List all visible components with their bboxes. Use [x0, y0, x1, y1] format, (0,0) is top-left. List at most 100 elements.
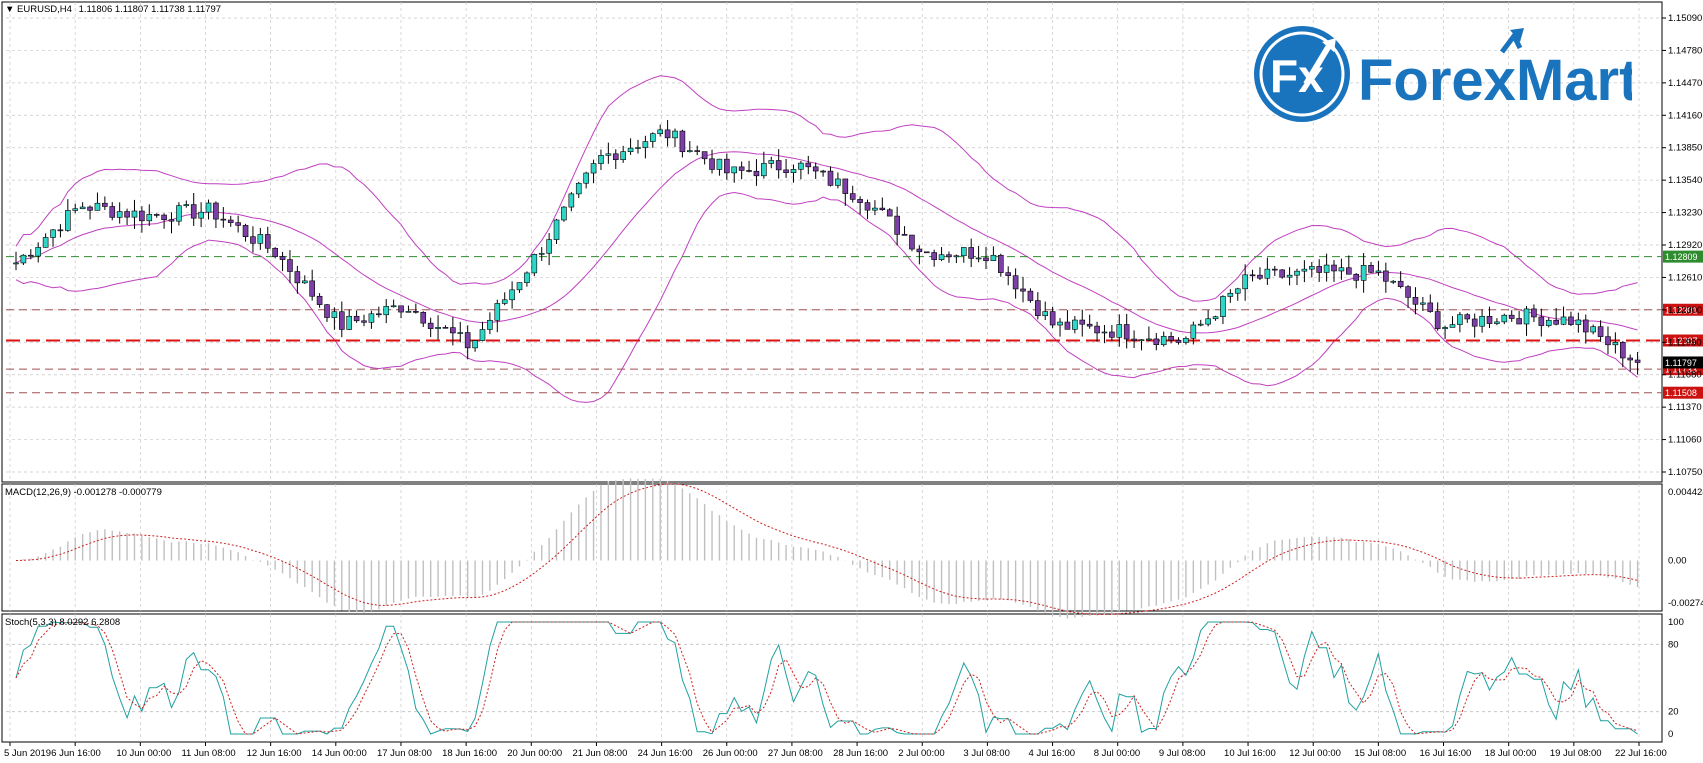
- candle-body: [1234, 288, 1241, 294]
- candle-body: [798, 162, 804, 170]
- axis-labels: 1.15090 1.14780 1.14470 1.14160 1.13850 1.135…: [4, 13, 1702, 759]
- candle-body: [1271, 268, 1278, 271]
- price-tick-label: 1.12920: [1668, 240, 1702, 251]
- candle-body: [1338, 267, 1345, 272]
- candle-body: [701, 151, 708, 160]
- time-tick-label: 18 Jun 16:00: [442, 748, 497, 759]
- candle-body: [87, 206, 93, 211]
- candle-body: [1494, 321, 1500, 324]
- candle-body: [1390, 280, 1397, 283]
- candle-body: [620, 151, 626, 160]
- dropdown-arrow-icon[interactable]: ▼: [5, 4, 15, 15]
- stoch-tick-label: 80: [1668, 639, 1679, 650]
- candle-body: [909, 234, 915, 250]
- candle-body: [901, 234, 908, 236]
- candle-body: [1582, 319, 1589, 333]
- logo-badge-text: Fx: [1270, 50, 1324, 102]
- candle-body: [1531, 308, 1537, 318]
- candle-body: [1464, 314, 1471, 320]
- price-tick-label: 1.15090: [1668, 13, 1702, 24]
- logo-icon: Fx ForexMart: [1254, 26, 1638, 122]
- candle-body: [820, 170, 826, 173]
- candle-body: [1020, 288, 1026, 292]
- candle-body: [790, 169, 797, 174]
- level-label-box: [1663, 250, 1703, 263]
- time-tick-label: 24 Jun 16:00: [638, 748, 693, 759]
- candle-body: [983, 257, 989, 261]
- candle-body: [546, 239, 552, 254]
- candle-body: [1412, 297, 1419, 305]
- candle-body: [538, 252, 545, 255]
- candle-body: [124, 211, 130, 218]
- candle-body: [213, 202, 219, 220]
- price-tick-label: 1.13850: [1668, 143, 1702, 154]
- stoch-tick-label: 100: [1668, 617, 1684, 628]
- candle-body: [1568, 316, 1574, 325]
- candle-body: [1212, 316, 1219, 320]
- candle-body: [1205, 318, 1211, 325]
- candle-body: [938, 254, 945, 260]
- stoch-pane-frame: [1, 613, 1663, 743]
- candle-body: [998, 254, 1004, 273]
- candle-body: [279, 256, 286, 260]
- price-tick-label: 1.11680: [1668, 370, 1702, 381]
- candle-body: [738, 166, 745, 171]
- candle-body: [501, 299, 508, 304]
- candle-body: [1153, 338, 1160, 346]
- candle-body: [805, 162, 812, 168]
- candle-body: [1523, 308, 1530, 325]
- candle-body: [1346, 267, 1352, 275]
- time-tick-label: 27 Jun 08:00: [768, 748, 823, 759]
- macd-indicator: 0.004424 0.00 -0.002743: [15, 478, 1703, 619]
- candle-body: [1405, 286, 1411, 298]
- candle-body: [946, 254, 952, 258]
- candle-body: [264, 234, 271, 249]
- candle-body: [28, 254, 34, 257]
- candle-body: [1508, 314, 1515, 319]
- stoch-signal-line: [15, 621, 1638, 735]
- candle-body: [842, 178, 849, 194]
- level-label-text: 1.12301: [1665, 305, 1698, 315]
- candle-body: [1079, 319, 1086, 325]
- candle-body: [561, 206, 567, 221]
- time-tick-label: 21 Jun 08:00: [572, 748, 627, 759]
- candle-body: [353, 315, 360, 322]
- candle-body: [1123, 324, 1130, 340]
- candle-body: [1634, 359, 1641, 363]
- candle-body: [331, 311, 338, 318]
- candle-body: [1131, 338, 1137, 341]
- time-tick-label: 2 Jul 00:00: [898, 748, 944, 759]
- candle-body: [250, 236, 256, 244]
- candle-body: [479, 329, 486, 341]
- candle-body: [20, 254, 27, 264]
- candle-body: [109, 206, 116, 218]
- candle-body: [849, 193, 856, 200]
- candle-body: [1249, 274, 1256, 277]
- candle-body: [531, 253, 538, 274]
- price-tick-label: 1.14470: [1668, 78, 1702, 89]
- ohlc-values: 1.11806 1.11807 1.11738 1.11797: [78, 4, 222, 15]
- candle-body: [1146, 338, 1152, 341]
- time-tick-label: 12 Jun 16:00: [247, 748, 302, 759]
- candle-body: [627, 147, 634, 152]
- price-tick-label: 1.11060: [1668, 435, 1702, 446]
- level-label-box: [1663, 386, 1703, 399]
- candle-body: [1545, 319, 1552, 326]
- candle-body: [220, 218, 227, 221]
- candle-body: [338, 311, 345, 330]
- candle-body: [642, 141, 649, 148]
- candle-body: [472, 340, 478, 349]
- candle-body: [1316, 266, 1322, 273]
- candle-body: [923, 251, 930, 254]
- candle-body: [1308, 266, 1315, 270]
- candle-body: [753, 170, 760, 177]
- candle-body: [294, 271, 301, 284]
- candle-body: [1323, 264, 1330, 273]
- candle-body: [176, 205, 182, 222]
- stoch-tick-label: 0: [1668, 729, 1673, 740]
- macd-label: MACD(12,26,9) -0.001278 -0.000779: [5, 487, 162, 498]
- bollinger-middle-band: [15, 151, 1638, 334]
- candle-body: [1264, 268, 1271, 279]
